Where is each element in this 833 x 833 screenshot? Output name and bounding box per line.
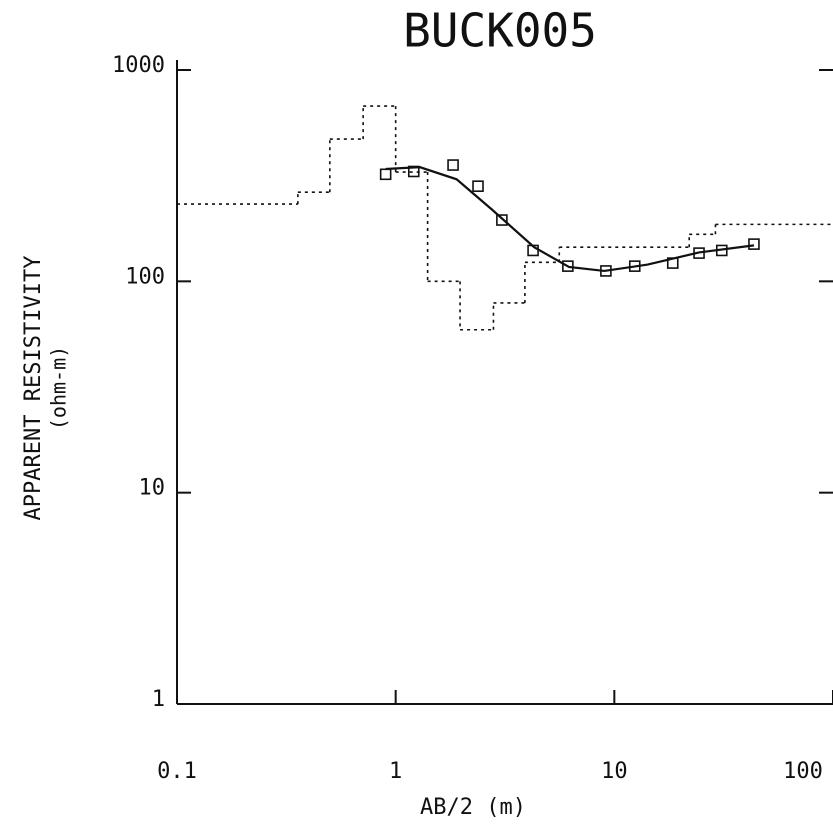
y-tick-label: 100 <box>125 264 165 289</box>
x-tick-label: 100 <box>783 759 823 784</box>
data-point <box>447 159 459 171</box>
y-tick-label: 10 <box>139 476 166 501</box>
data-point <box>562 260 574 272</box>
y-axis-units: (ohm-m) <box>47 346 71 430</box>
y-tick-label: 1000 <box>112 53 165 78</box>
x-axis-label: AB/2 (m) <box>420 795 526 820</box>
x-tick-label: 10 <box>601 759 628 784</box>
x-tick-label: 1 <box>389 759 402 784</box>
data-point <box>472 180 484 192</box>
data-point <box>379 168 392 181</box>
data-point <box>748 238 760 250</box>
x-tick-label: 0.1 <box>157 759 197 784</box>
chart-title: BUCK005 <box>403 4 597 58</box>
model-curve <box>385 166 755 273</box>
data-point <box>496 214 508 226</box>
y-tick-label: 1 <box>152 687 165 712</box>
y-axis-label: APPARENT RESISTIVITY <box>21 256 46 521</box>
